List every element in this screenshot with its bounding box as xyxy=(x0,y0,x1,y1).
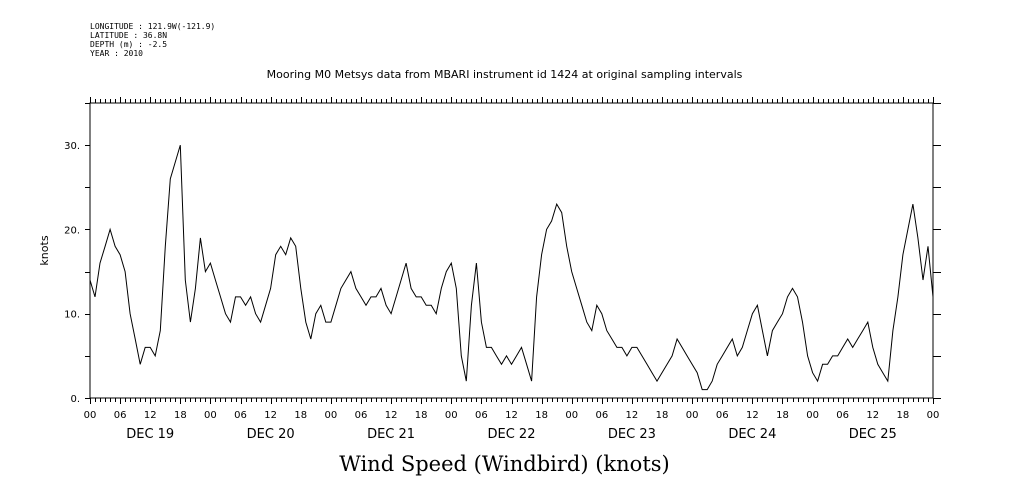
x-hour-tick-label: 18 xyxy=(656,410,669,421)
x-hour-tick-label: 18 xyxy=(294,410,307,421)
chart-title: Mooring M0 Metsys data from MBARI instru… xyxy=(266,68,743,81)
x-hour-tick-label: 06 xyxy=(836,410,849,421)
x-hour-tick-label: 12 xyxy=(264,410,277,421)
x-day-label: DEC 25 xyxy=(849,427,897,442)
x-hour-tick-label: 00 xyxy=(204,410,217,421)
x-hour-tick-label: 00 xyxy=(445,410,458,421)
x-hour-tick-label: 06 xyxy=(114,410,127,421)
x-hour-tick-label: 18 xyxy=(897,410,910,421)
chart-subtitle: Wind Speed (Windbird) (knots) xyxy=(339,452,670,476)
tick-marks xyxy=(85,97,941,404)
x-hour-tick-label: 06 xyxy=(355,410,368,421)
x-hour-tick-label: 06 xyxy=(716,410,729,421)
y-tick-label: 10. xyxy=(64,310,80,321)
x-hour-tick-label: 12 xyxy=(746,410,759,421)
latitude-text: LATITUDE : 36.8N xyxy=(90,31,168,40)
axis-labels: 0. 10. 20. 30. 00 06 12 18 00 06 12 18 00 06 12 18 00 06 1… xyxy=(64,141,939,442)
y-axis-label: knots xyxy=(38,235,51,265)
x-day-label: DEC 19 xyxy=(126,427,174,442)
x-hour-tick-label: 12 xyxy=(626,410,639,421)
depth-text: DEPTH (m) : -2.5 xyxy=(90,40,168,49)
x-hour-tick-label: 18 xyxy=(535,410,548,421)
plot-frame xyxy=(89,102,934,399)
x-hour-tick-label: 18 xyxy=(776,410,789,421)
x-hour-tick-label: 00 xyxy=(565,410,578,421)
y-tick-label: 0. xyxy=(70,394,80,405)
x-day-label: DEC 23 xyxy=(608,427,656,442)
longitude-text: LONGITUDE : 121.9W(-121.9) xyxy=(90,22,216,31)
x-hour-tick-label: 18 xyxy=(415,410,428,421)
x-hour-tick-label: 00 xyxy=(84,410,97,421)
x-hour-tick-label: 00 xyxy=(324,410,337,421)
x-hour-tick-label: 00 xyxy=(686,410,699,421)
x-hour-tick-label: 06 xyxy=(234,410,247,421)
x-day-label: DEC 22 xyxy=(488,427,536,442)
y-tick-label: 20. xyxy=(64,225,80,236)
year-text: YEAR : 2010 xyxy=(90,49,143,58)
x-hour-tick-label: 00 xyxy=(927,410,940,421)
x-hour-tick-label: 06 xyxy=(595,410,608,421)
x-hour-tick-label: 12 xyxy=(866,410,879,421)
x-hour-tick-label: 12 xyxy=(144,410,157,421)
plot-area xyxy=(89,102,934,399)
x-hour-tick-label: 06 xyxy=(475,410,488,421)
location-metadata: LONGITUDE : 121.9W(-121.9) LATITUDE : 36… xyxy=(90,22,215,58)
x-day-label: DEC 21 xyxy=(367,427,415,442)
x-hour-tick-label: 00 xyxy=(806,410,819,421)
x-hour-tick-label: 12 xyxy=(385,410,398,421)
x-hour-tick-label: 18 xyxy=(174,410,187,421)
y-tick-label: 30. xyxy=(64,141,80,152)
wind-speed-series-line xyxy=(89,144,934,391)
x-day-label: DEC 20 xyxy=(247,427,295,442)
x-day-label: DEC 24 xyxy=(728,427,776,442)
x-hour-tick-label: 12 xyxy=(505,410,518,421)
